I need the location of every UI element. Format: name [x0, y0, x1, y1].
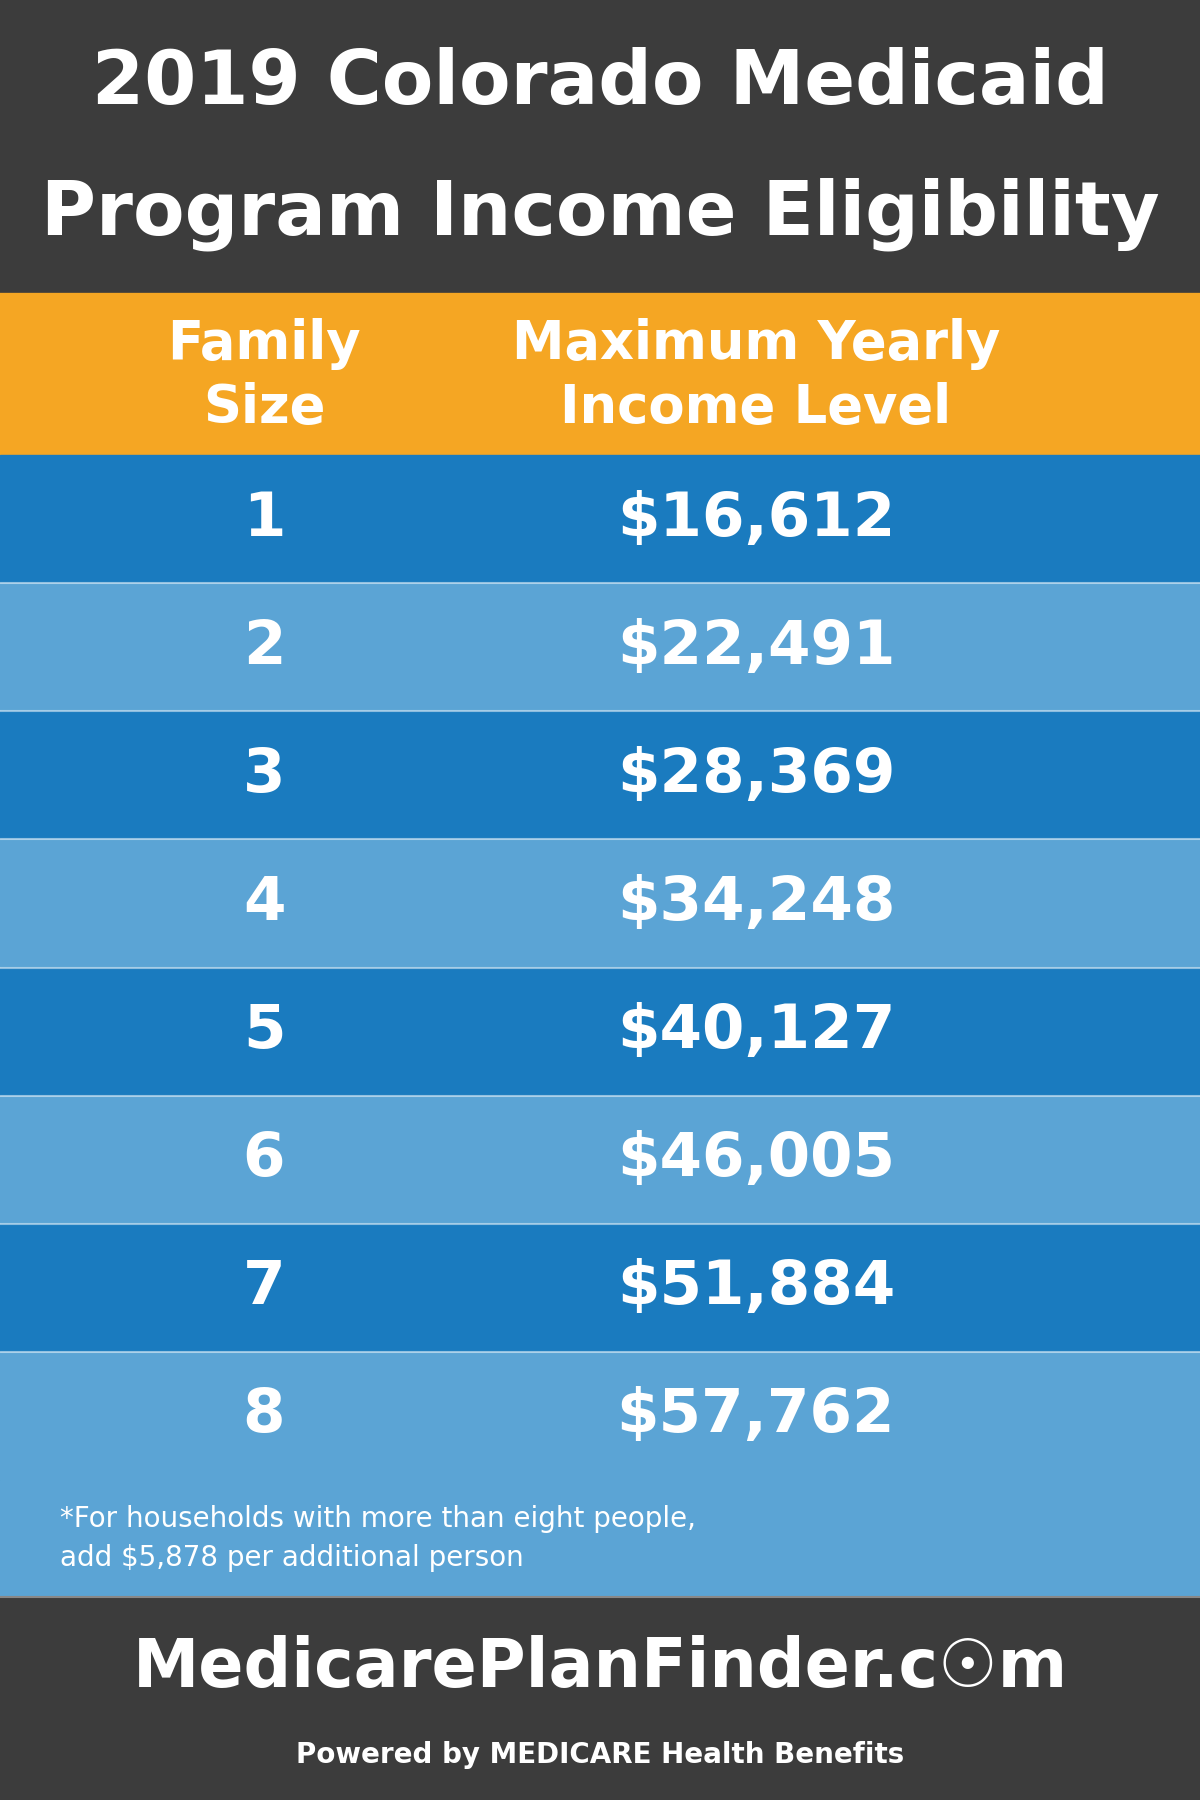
Text: $40,127: $40,127 — [617, 1003, 895, 1060]
Text: Powered by MEDICARE Health Benefits: Powered by MEDICARE Health Benefits — [296, 1741, 904, 1769]
Text: 2019 Colorado Medicaid: 2019 Colorado Medicaid — [91, 47, 1109, 119]
Text: $28,369: $28,369 — [617, 745, 895, 805]
Text: 7: 7 — [242, 1258, 286, 1318]
Bar — [0, 839, 1200, 968]
Text: $51,884: $51,884 — [617, 1258, 895, 1318]
Bar — [0, 297, 1200, 455]
Bar — [0, 0, 1200, 297]
Text: 5: 5 — [242, 1003, 286, 1060]
Bar — [0, 1480, 1200, 1597]
Bar — [0, 583, 1200, 711]
Text: 1: 1 — [242, 490, 286, 549]
Bar — [0, 1597, 1200, 1800]
Text: $22,491: $22,491 — [617, 617, 895, 677]
Text: Program Income Eligibility: Program Income Eligibility — [41, 176, 1159, 250]
Text: MedicarePlanFinder.c☉m: MedicarePlanFinder.c☉m — [132, 1634, 1068, 1701]
Text: 3: 3 — [242, 745, 286, 805]
Bar — [0, 1096, 1200, 1224]
Text: 2: 2 — [242, 617, 286, 677]
Text: $57,762: $57,762 — [617, 1386, 895, 1445]
Bar — [0, 1352, 1200, 1480]
Bar — [0, 455, 1200, 583]
Text: $16,612: $16,612 — [617, 490, 895, 549]
Text: 4: 4 — [242, 875, 286, 932]
Text: 8: 8 — [242, 1386, 286, 1445]
Bar — [0, 711, 1200, 839]
Text: Family
Size: Family Size — [167, 319, 361, 434]
Text: $46,005: $46,005 — [617, 1130, 895, 1190]
Bar — [0, 968, 1200, 1096]
Text: 6: 6 — [242, 1130, 286, 1190]
Text: *For households with more than eight people,
add $5,878 per additional person: *For households with more than eight peo… — [60, 1505, 696, 1571]
Bar — [0, 1224, 1200, 1352]
Text: $34,248: $34,248 — [617, 875, 895, 932]
Text: Maximum Yearly
Income Level: Maximum Yearly Income Level — [512, 319, 1000, 434]
